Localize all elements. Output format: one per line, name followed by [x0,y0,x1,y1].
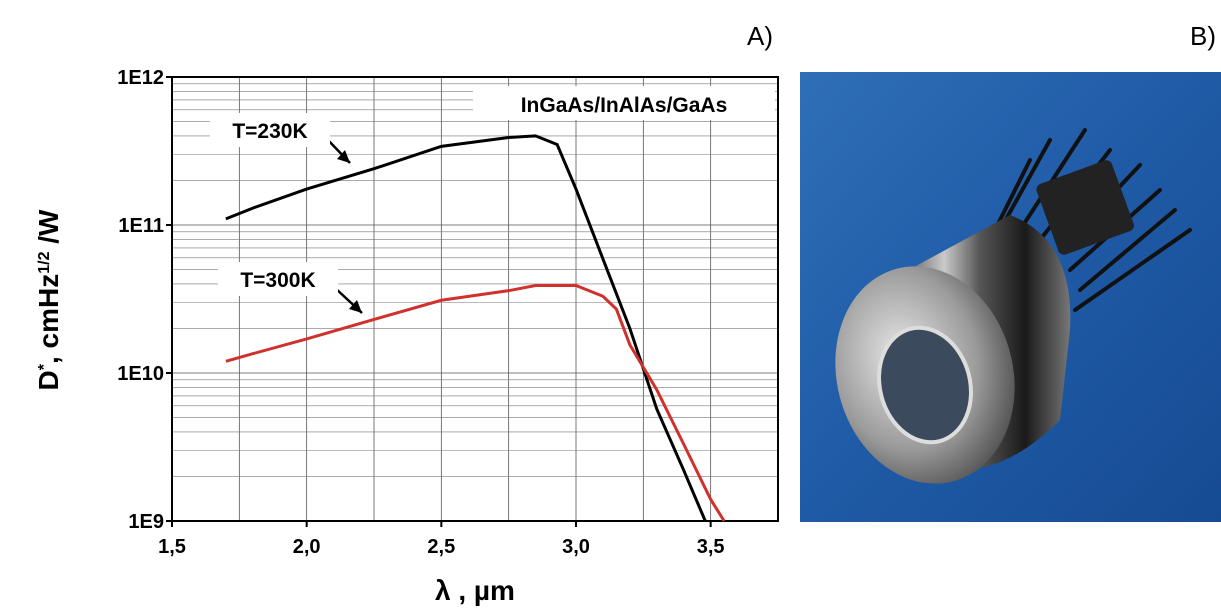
y-axis-label-part: , cmHz [33,274,64,364]
y-axis-label-part: 1/2 [36,251,53,273]
socket [1036,160,1134,255]
y-axis-label-part: /W [33,209,64,252]
photo [800,72,1221,522]
x-tick-label: 3,0 [562,536,590,558]
annotation-box [218,262,338,296]
annotation: InGaAs/InAlAs/GaAs [521,94,728,117]
y-axis-label-part: D [33,370,64,390]
series-label: T=230K [232,120,307,143]
x-tick-label: 2,0 [293,536,321,558]
y-tick-label: 1E11 [118,215,164,237]
data-line [225,134,707,522]
x-tick-label: 3,5 [697,536,725,558]
plot-frame [171,76,779,522]
annotation-box [210,113,330,147]
y-tick-label: 1E12 [117,67,164,89]
x-axis-label: λ , µm [435,575,515,606]
x-tick-label: 1,5 [158,536,186,558]
window [877,325,973,445]
series-label: T=300K [240,269,315,292]
y-axis-label-part: * [36,363,53,370]
y-tick-label: 1E10 [117,363,164,385]
arrow-head [337,150,350,163]
panel-label: B) [1190,21,1216,51]
y-tick-label: 1E9 [128,511,164,533]
arrow-head [349,300,362,313]
plot: 1,5 2,0 2,5 3,0 3,5 1E9 1E10 1E11 1E12 λ , µm D*, … [33,67,779,606]
data-line [225,284,726,522]
y-axis-label: D*, cmHz1/2 /W [33,209,64,391]
x-tick-label: 2,5 [427,536,455,558]
panel-label: A) [747,21,773,51]
annotation-box [473,86,775,120]
